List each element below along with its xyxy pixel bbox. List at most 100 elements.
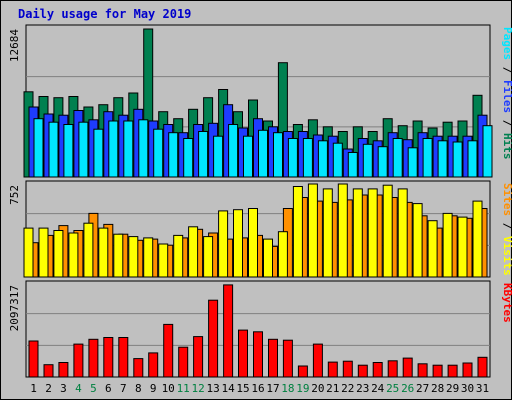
x-axis-day-label: 21	[326, 382, 339, 395]
bar-sites-day-26	[397, 188, 408, 278]
x-axis-day-label: 20	[311, 382, 324, 395]
bar-kbytes-day-12	[193, 336, 204, 378]
x-axis-day-label: 10	[162, 382, 175, 395]
bar-kbytes-day-24	[372, 362, 383, 378]
x-axis-day-label: 25	[386, 382, 399, 395]
x-axis-day-label: 3	[60, 382, 67, 395]
bar-pages-day-14	[228, 124, 239, 178]
bar-sites-day-15	[233, 209, 243, 278]
bar-sites-day-28	[427, 220, 438, 278]
bar-sites-day-13	[203, 236, 214, 278]
bar-sites-day-5	[83, 222, 94, 278]
bar-pages-day-21	[332, 142, 343, 178]
bar-sites-day-21	[322, 188, 333, 278]
bar-pages-day-3	[63, 124, 74, 178]
bar-sites-day-4	[68, 232, 79, 278]
y-axis-max-label: 2097317	[8, 285, 21, 331]
bar-pages-day-28	[437, 140, 448, 178]
bar-pages-day-27	[422, 138, 433, 178]
bar-kbytes-day-26	[402, 357, 413, 378]
x-axis-day-label: 7	[120, 382, 127, 395]
x-axis-day-label: 6	[105, 382, 112, 395]
bar-pages-day-9	[153, 128, 164, 178]
series-side-label-part: /	[501, 60, 512, 80]
series-side-label-part: Sites	[501, 183, 512, 216]
series-side-label-part: /	[501, 113, 512, 133]
bar-pages-day-20	[317, 140, 328, 178]
x-axis-day-label: 9	[150, 382, 157, 395]
bar-sites-day-31	[472, 200, 483, 278]
bar-kbytes-day-25	[387, 360, 398, 378]
bar-kbytes-day-21	[327, 361, 338, 378]
bar-kbytes-day-23	[357, 364, 368, 378]
bar-pages-day-12	[198, 131, 209, 178]
bar-sites-day-30	[457, 216, 468, 278]
bar-pages-day-24	[377, 146, 388, 178]
bar-sites-day-16	[248, 208, 258, 278]
bar-sites-day-7	[113, 233, 124, 278]
bar-sites-day-3	[53, 230, 64, 278]
series-side-label: Pages / Files / Hits	[501, 27, 512, 160]
chart-title: Daily usage for May 2019	[18, 7, 192, 21]
bar-pages-day-17	[273, 132, 283, 178]
bar-kbytes-day-17	[268, 338, 278, 378]
bar-sites-day-20	[307, 183, 318, 278]
x-axis-day-label: 31	[476, 382, 489, 395]
bar-kbytes-day-5	[88, 338, 99, 378]
bar-pages-day-8	[138, 119, 149, 178]
bar-kbytes-day-8	[133, 358, 144, 378]
bar-kbytes-day-7	[118, 337, 129, 378]
bar-pages-day-1	[33, 118, 44, 178]
x-axis-day-label: 17	[266, 382, 279, 395]
bar-kbytes-day-11	[178, 346, 189, 378]
bar-sites-day-17	[263, 238, 273, 278]
y-axis-max-label: 12684	[8, 29, 21, 62]
x-axis-day-label: 1	[30, 382, 37, 395]
bar-pages-day-7	[123, 120, 134, 178]
bar-kbytes-day-10	[163, 323, 174, 378]
x-axis-day-label: 28	[431, 382, 444, 395]
x-axis-day-label: 24	[371, 382, 385, 395]
x-axis-day-label: 16	[251, 382, 264, 395]
x-axis-day-label: 5	[90, 382, 97, 395]
series-side-label-part: Files	[501, 80, 512, 113]
x-axis-day-label: 27	[416, 382, 429, 395]
x-axis-day-label: 19	[296, 382, 309, 395]
x-axis-day-label: 22	[341, 382, 354, 395]
series-side-label: Sites / Visits	[501, 183, 512, 276]
x-axis-day-label: 2	[45, 382, 52, 395]
bar-sites-day-18	[277, 231, 288, 278]
bar-kbytes-day-31	[477, 356, 488, 378]
bar-kbytes-day-3	[58, 362, 69, 378]
bar-pages-day-13	[213, 135, 224, 178]
bar-pages-day-2	[48, 121, 59, 178]
bar-pages-day-6	[108, 120, 119, 178]
bar-sites-day-27	[412, 203, 423, 278]
bar-pages-day-10	[168, 132, 179, 178]
x-axis-day-label: 12	[191, 382, 204, 395]
x-axis-day-label: 4	[75, 382, 82, 395]
series-side-label-part: Pages	[501, 27, 512, 60]
bar-pages-day-18	[287, 138, 298, 178]
bar-sites-day-1	[23, 227, 34, 278]
bar-sites-day-2	[38, 227, 49, 278]
bar-kbytes-day-16	[253, 331, 263, 378]
x-axis-day-label: 26	[401, 382, 414, 395]
bar-sites-day-19	[292, 186, 303, 278]
y-axis-max-label: 752	[8, 185, 21, 205]
bar-kbytes-day-28	[432, 364, 443, 378]
bar-kbytes-day-14	[223, 284, 234, 378]
bar-sites-day-6	[98, 227, 109, 278]
bar-pages-day-19	[302, 138, 313, 178]
bar-pages-day-16	[258, 129, 268, 178]
bar-kbytes-day-2	[43, 364, 54, 378]
x-axis-day-label: 13	[206, 382, 219, 395]
bar-kbytes-day-20	[312, 343, 323, 378]
series-side-label-part: /	[501, 216, 512, 236]
x-axis-day-label: 8	[135, 382, 142, 395]
bar-sites-day-11	[173, 234, 184, 278]
series-side-label: KBytes	[501, 283, 512, 323]
bar-kbytes-day-19	[297, 365, 308, 378]
bar-sites-day-22	[337, 183, 348, 278]
